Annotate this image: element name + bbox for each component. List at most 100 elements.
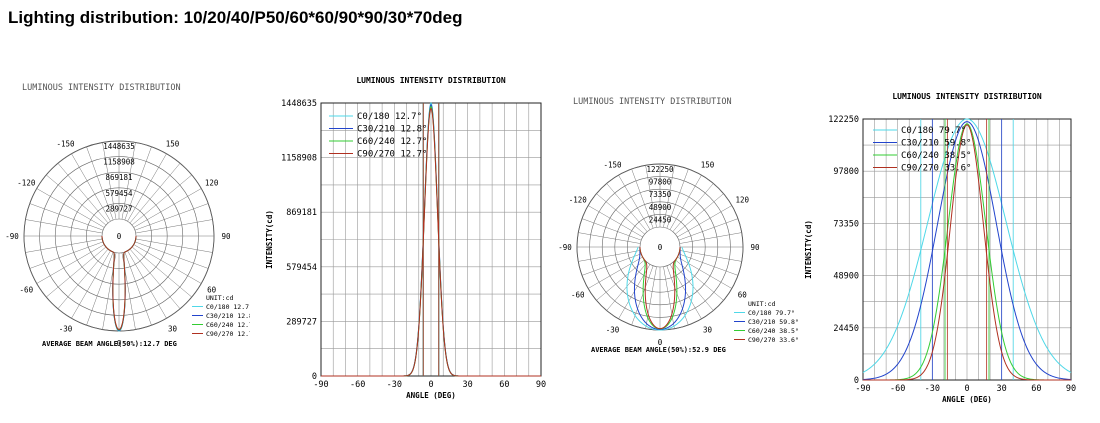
legend-entry: C90/270 33.6° [748,336,799,344]
legend-entry: C60/240 38.5° [748,327,799,335]
chart-title: LUMINOUS INTENSITY DISTRIBUTION [573,97,732,107]
series-line [321,107,541,377]
polar-spoke [29,241,104,269]
chart-title: LUMINOUS INTENSITY DISTRIBUTION [892,92,1041,101]
polar-spoke [36,244,105,284]
y-tick-label: 0 [312,372,317,382]
ring-label: 1448635 [103,142,135,151]
polar-spoke [587,256,643,289]
x-tick-label: -90 [855,384,870,394]
polar-spoke [672,183,714,232]
angle-label: 150 [166,139,180,148]
y-axis-label: INTENSITY(cd) [265,210,274,269]
polar-spoke [124,251,152,326]
y-tick-label: 48900 [833,272,859,282]
angle-label: 150 [701,161,715,170]
y-tick-label: 1448635 [281,99,317,109]
legend-entry: C60/240 38.5° [901,151,971,161]
ring-label: 579454 [105,189,133,198]
angle-label: 30 [168,325,178,334]
y-tick-label: 122250 [828,115,859,125]
polar-spoke [57,248,109,309]
polar-spoke [133,244,202,284]
polar-spoke [46,174,107,226]
polar-spoke [678,218,739,241]
y-tick-label: 73350 [833,219,859,229]
y-tick-label: 579454 [286,263,317,273]
y-tick-label: 0 [854,376,859,386]
average-beam-angle: AVERAGE BEAM ANGLE(50%):52.9 DEG [591,346,726,354]
polar-spoke [677,205,733,238]
unit-label: UNIT:cd [206,294,233,302]
x-tick-label: 30 [997,384,1007,394]
polar-spoke [36,188,105,228]
polar-spoke [129,163,181,224]
series-line [862,118,1072,373]
polar-spoke [46,246,107,298]
cartesian-chart-wide: LUMINOUS INTENSITY DISTRIBUTION 0 24450 489… [804,92,1076,404]
unit-label: UNIT:cd [748,300,775,308]
polar-spoke [71,153,111,222]
polar-chart-wide: LUMINOUS INTENSITY DISTRIBUTION 122250 978… [558,97,799,354]
polar-spoke [25,219,103,234]
x-tick-label: 0 [428,380,433,390]
average-beam-angle: AVERAGE BEAM ANGLE(50%):12.7 DEG [42,340,177,348]
polar-spoke [679,232,742,244]
y-tick-label: 869181 [286,208,317,218]
polar-spoke [666,168,689,229]
angle-label: 90 [221,232,231,241]
ring-label: 97800 [649,178,672,187]
polar-spoke [596,193,645,235]
ring-label: 869181 [105,173,132,182]
polar-spoke [679,250,742,262]
polar-spoke [578,250,641,262]
polar-spoke [57,163,109,224]
polar-spoke [29,203,104,231]
x-axis-label: ANGLE (DEG) [942,395,992,404]
ring-label: 122250 [646,165,674,174]
legend-entry: C0/180 12.7° [206,303,250,311]
ring-label: 24450 [649,215,672,224]
y-axis-label: INTENSITY(cd) [804,220,813,279]
x-tick-label: 30 [463,380,473,390]
y-tick-label: 97800 [833,167,859,177]
polar-spoke [121,142,136,220]
polar-spoke [677,256,733,289]
angle-label: -30 [59,325,73,334]
polar-spoke [581,218,642,241]
polar-spoke [133,188,202,228]
y-tick-label: 1158908 [281,154,317,164]
legend-entry: C90/270 33.6° [901,164,971,174]
ring-label: 73350 [649,190,672,199]
polar-chart-narrow: LUMINOUS INTENSITY DISTRIBUTION 1448635 11… [5,83,250,348]
legend-entry: C0/180 79.7° [748,309,795,317]
polar-spoke [131,246,192,298]
chart-title: LUMINOUS INTENSITY DISTRIBUTION [22,83,181,93]
angle-label: 60 [738,291,748,300]
polar-spoke [618,174,651,230]
angle-label: -120 [17,179,36,188]
x-tick-label: 60 [1031,384,1041,394]
x-tick-label: -60 [890,384,905,394]
angle-label: -150 [603,161,622,170]
center-label: 0 [117,232,122,241]
angle-label: 30 [703,325,713,334]
polar-curve [639,247,681,330]
polar-spoke [25,238,103,253]
angle-label: 120 [735,196,749,205]
polar-spoke [127,153,167,222]
polar-curve [633,247,687,330]
angle-label: -60 [20,286,34,295]
x-tick-label: -60 [350,380,365,390]
legend-entry: C30/210 59.8° [901,139,971,149]
polar-spoke [678,253,739,276]
center-label: 0 [658,243,663,252]
x-tick-label: 60 [499,380,509,390]
polar-spoke [127,250,167,319]
series-line [863,124,1071,381]
legend-entry: C60/240 12.7° [357,137,427,147]
angle-label: 120 [205,179,219,188]
angle-label: -90 [558,243,572,252]
polar-spoke [587,205,643,238]
polar-spoke [645,266,657,329]
